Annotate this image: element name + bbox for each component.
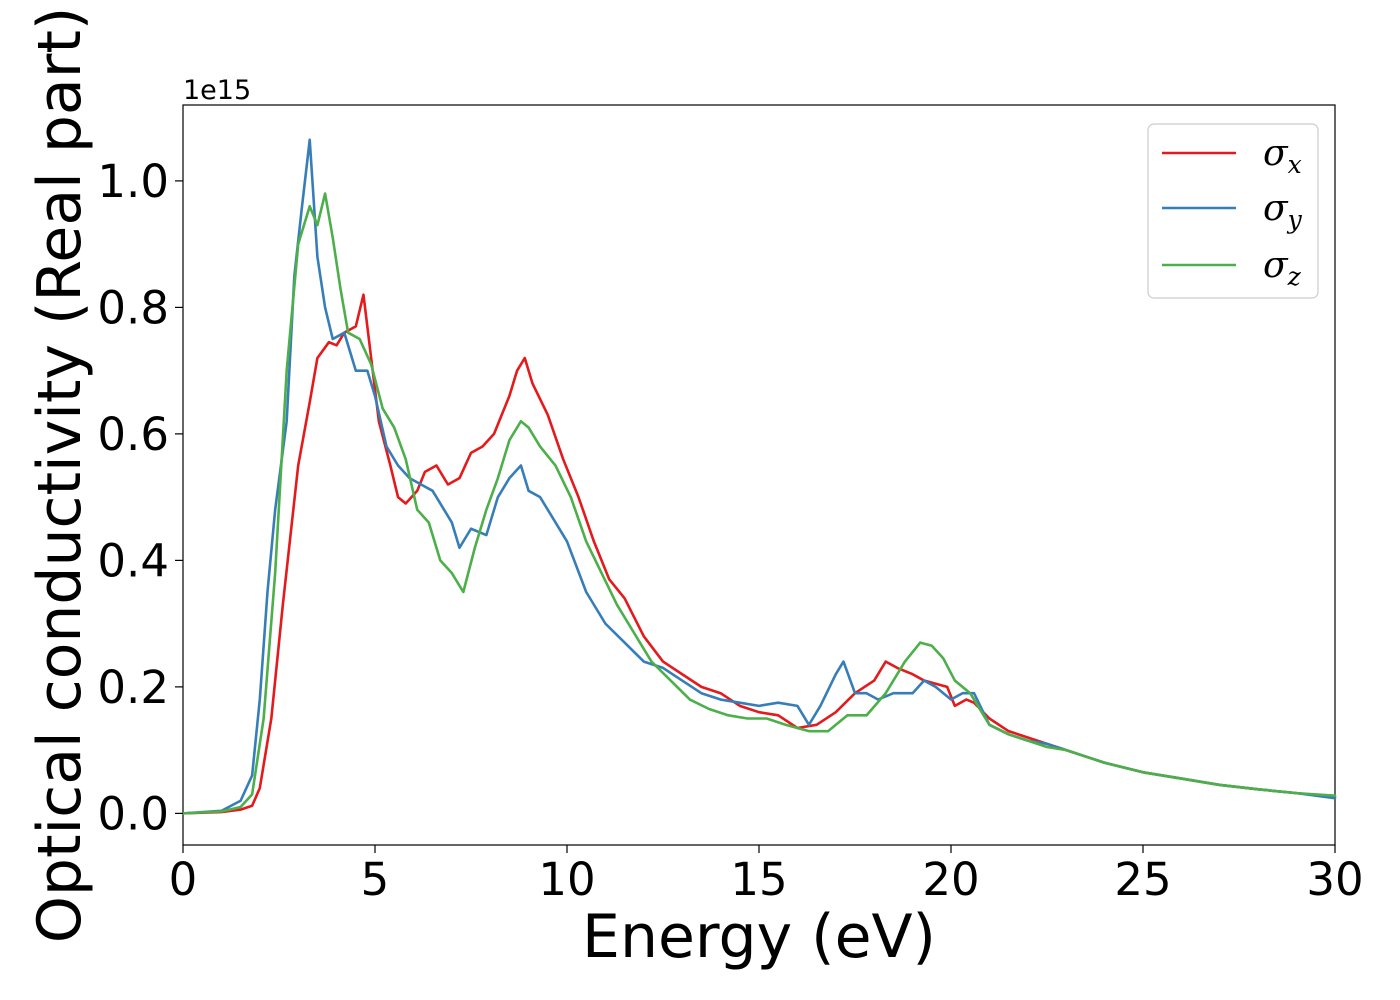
y-tick-label: 0.2 — [97, 661, 169, 714]
x-axis-label: Energy (eV) — [582, 902, 936, 972]
x-axis: 0 5 10 15 20 25 30 — [169, 845, 1364, 906]
y-tick-label: 0.6 — [97, 408, 169, 461]
series-line-z — [181, 192, 1337, 815]
y-tick-label: 1.0 — [97, 155, 169, 208]
series-line-x — [181, 293, 1337, 815]
x-tick-label: 20 — [922, 853, 979, 906]
x-tick-label: 25 — [1114, 853, 1171, 906]
x-tick-label: 30 — [1306, 853, 1363, 906]
legend-label-z: σz — [1263, 245, 1302, 291]
legend-frame — [1147, 123, 1319, 299]
legend-label-y: σy — [1263, 188, 1303, 234]
x-tick-label: 10 — [538, 853, 595, 906]
x-tick-label: 5 — [361, 853, 390, 906]
y-axis-label: Optical conductivity (Real part) — [25, 7, 95, 944]
legend: σx σy σz — [1147, 123, 1319, 299]
x-tick-label: 0 — [169, 853, 198, 906]
y-axis: 0.0 0.2 0.4 0.6 0.8 1.0 — [97, 155, 183, 840]
series-layer — [181, 138, 1337, 815]
y-tick-label: 0.4 — [97, 534, 169, 587]
y-tick-label: 0.8 — [97, 281, 169, 334]
y-tick-label: 0.0 — [97, 787, 169, 840]
y-offset-label: 1e15 — [183, 75, 251, 106]
legend-label-x: σx — [1263, 133, 1302, 179]
x-tick-label: 15 — [730, 853, 787, 906]
